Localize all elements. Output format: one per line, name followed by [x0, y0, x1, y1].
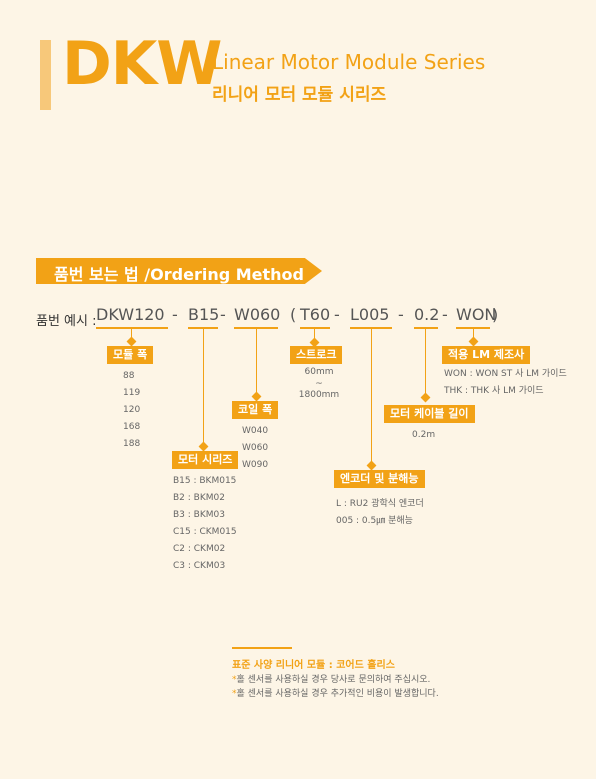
connector-width [131, 329, 132, 342]
connector-series [203, 329, 204, 447]
value-item: THK : THK 사 LM 가이드 [444, 386, 544, 396]
code-model: DKW120 [96, 305, 165, 324]
value-item: L : RU2 광학식 엔코더 [336, 499, 424, 509]
connector-dot-encoder [366, 460, 377, 471]
value-item: 0.2m [412, 430, 436, 440]
underline-lm [456, 327, 490, 329]
model-title: DKW [62, 29, 222, 99]
code-paren-close: ) [492, 305, 499, 324]
value-item: W090 [242, 460, 269, 470]
value-item: B2 : BKM02 [173, 493, 225, 503]
tag-module-width: 모듈 폭 [107, 346, 154, 364]
code-dash: - [442, 305, 448, 324]
code-dash: - [172, 305, 178, 324]
code-encoder: L005 [350, 305, 390, 324]
tag-motor-series: 모터 시리즈 [172, 451, 239, 469]
value-item: C15 : CKM015 [173, 527, 237, 537]
connector-dot-cable [420, 392, 431, 403]
value-item: 1800mm [298, 390, 340, 400]
ordering-method-banner: 품번 보는 법 /Ordering Method [36, 258, 322, 284]
underline-series [188, 327, 218, 329]
code-stroke: T60 [300, 305, 331, 324]
value-item: 119 [123, 388, 141, 398]
underline-model [96, 327, 168, 329]
code-coil: W060 [234, 305, 281, 324]
value-item: B15 : BKM015 [173, 476, 237, 486]
lm-maker-values: WON : WON ST 사 LM 가이드 THK : THK 사 LM 가이드 [444, 366, 567, 400]
code-lm: WON [456, 305, 497, 324]
footer-note-text: 홀 센서를 사용하실 경우 추가적인 비용이 발생합니다. [236, 689, 439, 699]
underline-cable [414, 327, 438, 329]
cable-length-values: 0.2m [412, 427, 435, 444]
code-cable: 0.2 [414, 305, 440, 324]
asterisk-icon: * [232, 689, 237, 699]
value-item: 88 [123, 371, 135, 381]
value-item: 120 [123, 405, 141, 415]
footer-note: *홀 센서를 사용하실 경우 추가적인 비용이 발생합니다. [232, 686, 439, 699]
value-item: 188 [123, 439, 141, 449]
value-item: WON : WON ST 사 LM 가이드 [444, 369, 567, 379]
value-item: B3 : BKM03 [173, 510, 225, 520]
code-dash: - [334, 305, 340, 324]
value-item: 005 : 0.5㎛ 분해능 [336, 516, 413, 526]
underline-stroke [300, 327, 330, 329]
motor-series-values: B15 : BKM015 B2 : BKM02 B3 : BKM03 C15 :… [173, 473, 237, 575]
footer-note: *홀 센서를 사용하실 경우 당사로 문의하여 주십시오. [232, 672, 430, 685]
code-dash: - [220, 305, 226, 324]
tag-coil-width: 코일 폭 [232, 401, 279, 419]
connector-coil [256, 329, 257, 397]
footer-title: 표준 사양 리니어 모듈 : 코어드 홀리스 [232, 660, 395, 671]
value-item: W040 [242, 426, 269, 436]
accent-bar [40, 40, 51, 110]
underline-encoder [350, 327, 392, 329]
tag-cable-length: 모터 케이블 길이 [384, 405, 475, 423]
connector-dot-width [126, 336, 137, 347]
connector-encoder [371, 329, 372, 466]
connector-stroke [314, 329, 315, 343]
connector-dot-coil [251, 391, 262, 402]
series-title-en: Linear Motor Module Series [212, 50, 486, 74]
footer-note-text: 홀 센서를 사용하실 경우 당사로 문의하여 주십시오. [236, 675, 431, 685]
code-paren-open: ( [290, 305, 297, 324]
code-series: B15 [188, 305, 220, 324]
stroke-values: 60mm ~ 1800mm [298, 364, 340, 404]
tag-encoder: 엔코더 및 분해능 [334, 470, 425, 488]
series-title-ko: 리니어 모터 모듈 시리즈 [212, 85, 387, 105]
tag-stroke: 스트로크 [290, 346, 343, 364]
ordering-method-title: 품번 보는 법 /Ordering Method [54, 265, 304, 284]
connector-dot-lm [468, 336, 479, 347]
code-dash: - [398, 305, 404, 324]
connector-lm [473, 329, 474, 342]
footer-accent-line [232, 647, 292, 649]
tag-lm-maker: 적용 LM 제조사 [442, 346, 531, 364]
coil-width-values: W040 W060 W090 [242, 423, 268, 474]
value-item: ~ [315, 379, 323, 389]
module-width-values: 88 119 120 168 188 [123, 368, 140, 453]
value-item: 60mm [304, 367, 334, 377]
value-item: C3 : CKM03 [173, 561, 226, 571]
value-item: C2 : CKM02 [173, 544, 226, 554]
asterisk-icon: * [232, 675, 237, 685]
underline-coil [234, 327, 278, 329]
value-item: 168 [123, 422, 141, 432]
connector-dot-series [198, 441, 209, 452]
encoder-values: L : RU2 광학식 엔코더 005 : 0.5㎛ 분해능 [336, 496, 424, 530]
code-example-label: 품번 예시 : [36, 314, 97, 329]
connector-cable [425, 329, 426, 398]
value-item: W060 [242, 443, 269, 453]
